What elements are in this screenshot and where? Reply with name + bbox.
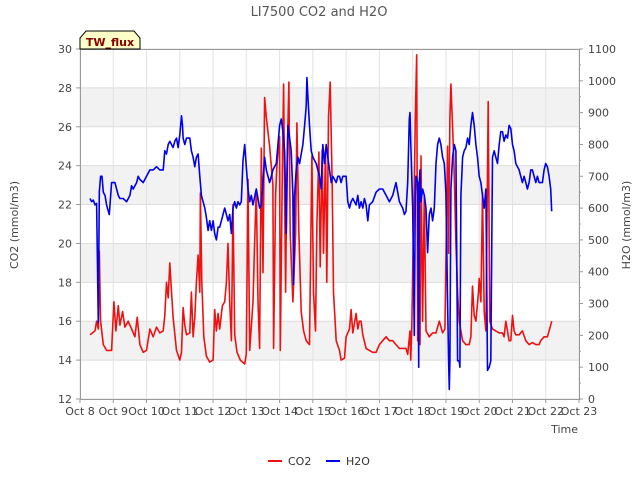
y-right-tick-label: 1100 [588,43,616,56]
x-tick-label: Oct 13 [228,405,265,418]
x-tick-label: Oct 18 [394,405,431,418]
y-left-tick-label: 24 [58,160,72,173]
legend: CO2 H2O [268,455,370,468]
x-tick-label: Oct 9 [99,405,129,418]
x-tick-label: Oct 12 [195,405,232,418]
x-tick-label: Oct 21 [494,405,531,418]
x-tick-label: Oct 8 [65,405,95,418]
x-tick-label: Oct 16 [328,405,365,418]
series-line-co2 [89,54,553,365]
y-right-tick-label: 300 [588,298,609,311]
y-axis-right-label: H2O (mmol/m3) [620,181,633,270]
y-left-tick-label: 22 [58,199,72,212]
site-label-box: TW_flux [79,30,141,50]
x-tick-label: Oct 14 [261,405,298,418]
legend-co2-label: CO2 [288,455,311,468]
y-left-tick-label: 20 [58,237,72,250]
x-tick-label: Oct 19 [428,405,465,418]
x-tick-label: Oct 11 [162,405,199,418]
x-tick-label: Oct 15 [295,405,332,418]
plot-band [80,243,579,283]
y-right-tick-label: 800 [588,138,609,151]
y-right-tick-label: 700 [588,170,609,183]
y-axis-left-label: CO2 (mmol/m3) [8,181,21,269]
x-axis-label: Time [550,423,578,436]
y-left-tick-label: 30 [58,43,72,56]
series-group [89,54,553,391]
y-right-tick-label: 500 [588,234,609,247]
y-right-tick-label: 600 [588,202,609,215]
y-right-tick-label: 900 [588,107,609,120]
chart-title: LI7500 CO2 and H2O [251,5,388,20]
x-tick-label: Oct 17 [361,405,398,418]
y-left-tick-label: 16 [58,315,72,328]
y-right-tick-label: 1000 [588,75,616,88]
y-right-tick-label: 100 [588,361,609,374]
legend-h2o-label: H2O [346,455,370,468]
y-right-tick-label: 200 [588,329,609,342]
x-tick-label: Oct 23 [561,405,598,418]
x-tick-label: Oct 10 [128,405,165,418]
plot-band [80,321,579,361]
series-line-h2o [89,76,553,391]
y-left-tick-label: 14 [58,354,72,367]
y-left-tick-label: 28 [58,82,72,95]
y-left-tick-label: 12 [58,393,72,406]
y-left-tick-label: 26 [58,121,72,134]
x-tick-label: Oct 20 [461,405,498,418]
y-left-tick-label: 18 [58,276,72,289]
site-label: TW_flux [86,36,134,49]
y-right-tick-label: 0 [588,393,595,406]
y-right-tick-label: 400 [588,266,609,279]
x-tick-label: Oct 22 [527,405,564,418]
